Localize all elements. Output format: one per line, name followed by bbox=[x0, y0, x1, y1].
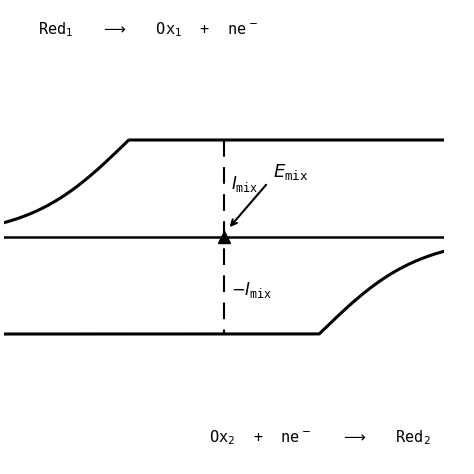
Text: $\mathit{-I}_{\mathregular{mix}}$: $\mathit{-I}_{\mathregular{mix}}$ bbox=[231, 280, 273, 301]
Text: Ox$_2$  +  ne$^-$   $\longrightarrow$   Red$_2$: Ox$_2$ + ne$^-$ $\longrightarrow$ Red$_2… bbox=[210, 428, 431, 447]
Text: $\mathit{E}_{\mathregular{mix}}$: $\mathit{E}_{\mathregular{mix}}$ bbox=[273, 162, 309, 182]
Text: Red$_1$   $\longrightarrow$   Ox$_1$  +  ne$^-$: Red$_1$ $\longrightarrow$ Ox$_1$ + ne$^-… bbox=[38, 21, 258, 39]
Text: $\mathit{I}_{\mathregular{mix}}$: $\mathit{I}_{\mathregular{mix}}$ bbox=[231, 173, 259, 194]
